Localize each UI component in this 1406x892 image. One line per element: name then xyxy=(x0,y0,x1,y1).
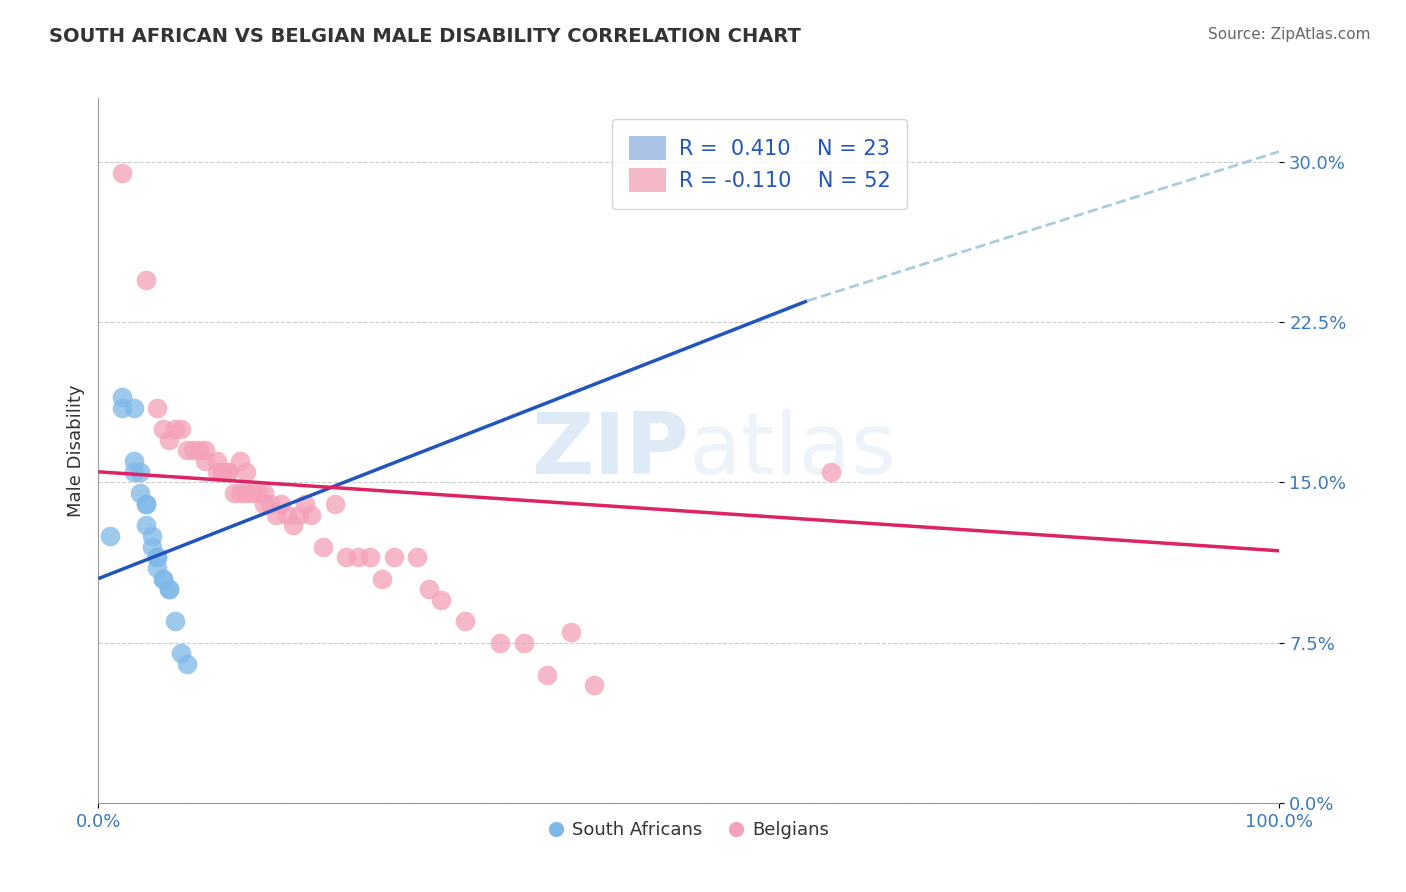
Point xyxy=(224,486,246,500)
Point xyxy=(323,497,346,511)
Point xyxy=(128,465,150,479)
Point xyxy=(111,166,134,180)
Point xyxy=(347,550,370,565)
Point xyxy=(122,401,145,415)
Point xyxy=(165,422,187,436)
Point xyxy=(146,401,169,415)
Point xyxy=(146,550,169,565)
Point xyxy=(382,550,405,565)
Point xyxy=(294,497,316,511)
Legend: South Africans, Belgians: South Africans, Belgians xyxy=(541,814,837,847)
Point xyxy=(235,486,257,500)
Point xyxy=(152,422,174,436)
Point xyxy=(205,454,228,468)
Point xyxy=(141,529,163,543)
Point xyxy=(111,401,134,415)
Point xyxy=(264,508,287,522)
Text: SOUTH AFRICAN VS BELGIAN MALE DISABILITY CORRELATION CHART: SOUTH AFRICAN VS BELGIAN MALE DISABILITY… xyxy=(49,27,801,45)
Point xyxy=(194,443,217,458)
Point xyxy=(217,465,239,479)
Point xyxy=(157,433,180,447)
Point xyxy=(187,443,209,458)
Point xyxy=(170,646,193,660)
Point xyxy=(181,443,204,458)
Point xyxy=(211,465,233,479)
Point xyxy=(176,443,198,458)
Point xyxy=(299,508,322,522)
Point xyxy=(157,582,180,597)
Y-axis label: Male Disability: Male Disability xyxy=(66,384,84,516)
Point xyxy=(235,465,257,479)
Point xyxy=(453,615,475,629)
Point xyxy=(170,422,193,436)
Point xyxy=(165,615,187,629)
Point xyxy=(536,667,558,681)
Point xyxy=(288,508,311,522)
Point xyxy=(217,465,239,479)
Point xyxy=(359,550,381,565)
Point xyxy=(430,593,453,607)
Point xyxy=(122,465,145,479)
Text: Source: ZipAtlas.com: Source: ZipAtlas.com xyxy=(1208,27,1371,42)
Point xyxy=(371,572,394,586)
Point xyxy=(560,624,582,639)
Point xyxy=(135,272,157,286)
Point xyxy=(583,678,606,692)
Point xyxy=(135,518,157,533)
Point xyxy=(111,390,134,404)
Text: ZIP: ZIP xyxy=(531,409,689,492)
Point xyxy=(312,540,335,554)
Point xyxy=(229,486,252,500)
Point xyxy=(128,486,150,500)
Point xyxy=(335,550,357,565)
Point xyxy=(820,465,842,479)
Point xyxy=(253,497,276,511)
Text: atlas: atlas xyxy=(689,409,897,492)
Point xyxy=(152,572,174,586)
Point xyxy=(135,497,157,511)
Point xyxy=(141,540,163,554)
Point xyxy=(146,550,169,565)
Point xyxy=(122,454,145,468)
Point xyxy=(135,497,157,511)
Point xyxy=(276,508,298,522)
Point xyxy=(152,572,174,586)
Point xyxy=(157,582,180,597)
Point xyxy=(283,518,305,533)
Point xyxy=(205,465,228,479)
Point xyxy=(418,582,440,597)
Point xyxy=(211,465,233,479)
Point xyxy=(246,486,269,500)
Point xyxy=(253,486,276,500)
Point xyxy=(270,497,292,511)
Point xyxy=(194,454,217,468)
Point xyxy=(406,550,429,565)
Point xyxy=(229,454,252,468)
Point xyxy=(146,561,169,575)
Point xyxy=(512,635,534,649)
Point xyxy=(176,657,198,671)
Point xyxy=(240,486,263,500)
Point xyxy=(259,497,281,511)
Point xyxy=(489,635,512,649)
Point xyxy=(98,529,121,543)
